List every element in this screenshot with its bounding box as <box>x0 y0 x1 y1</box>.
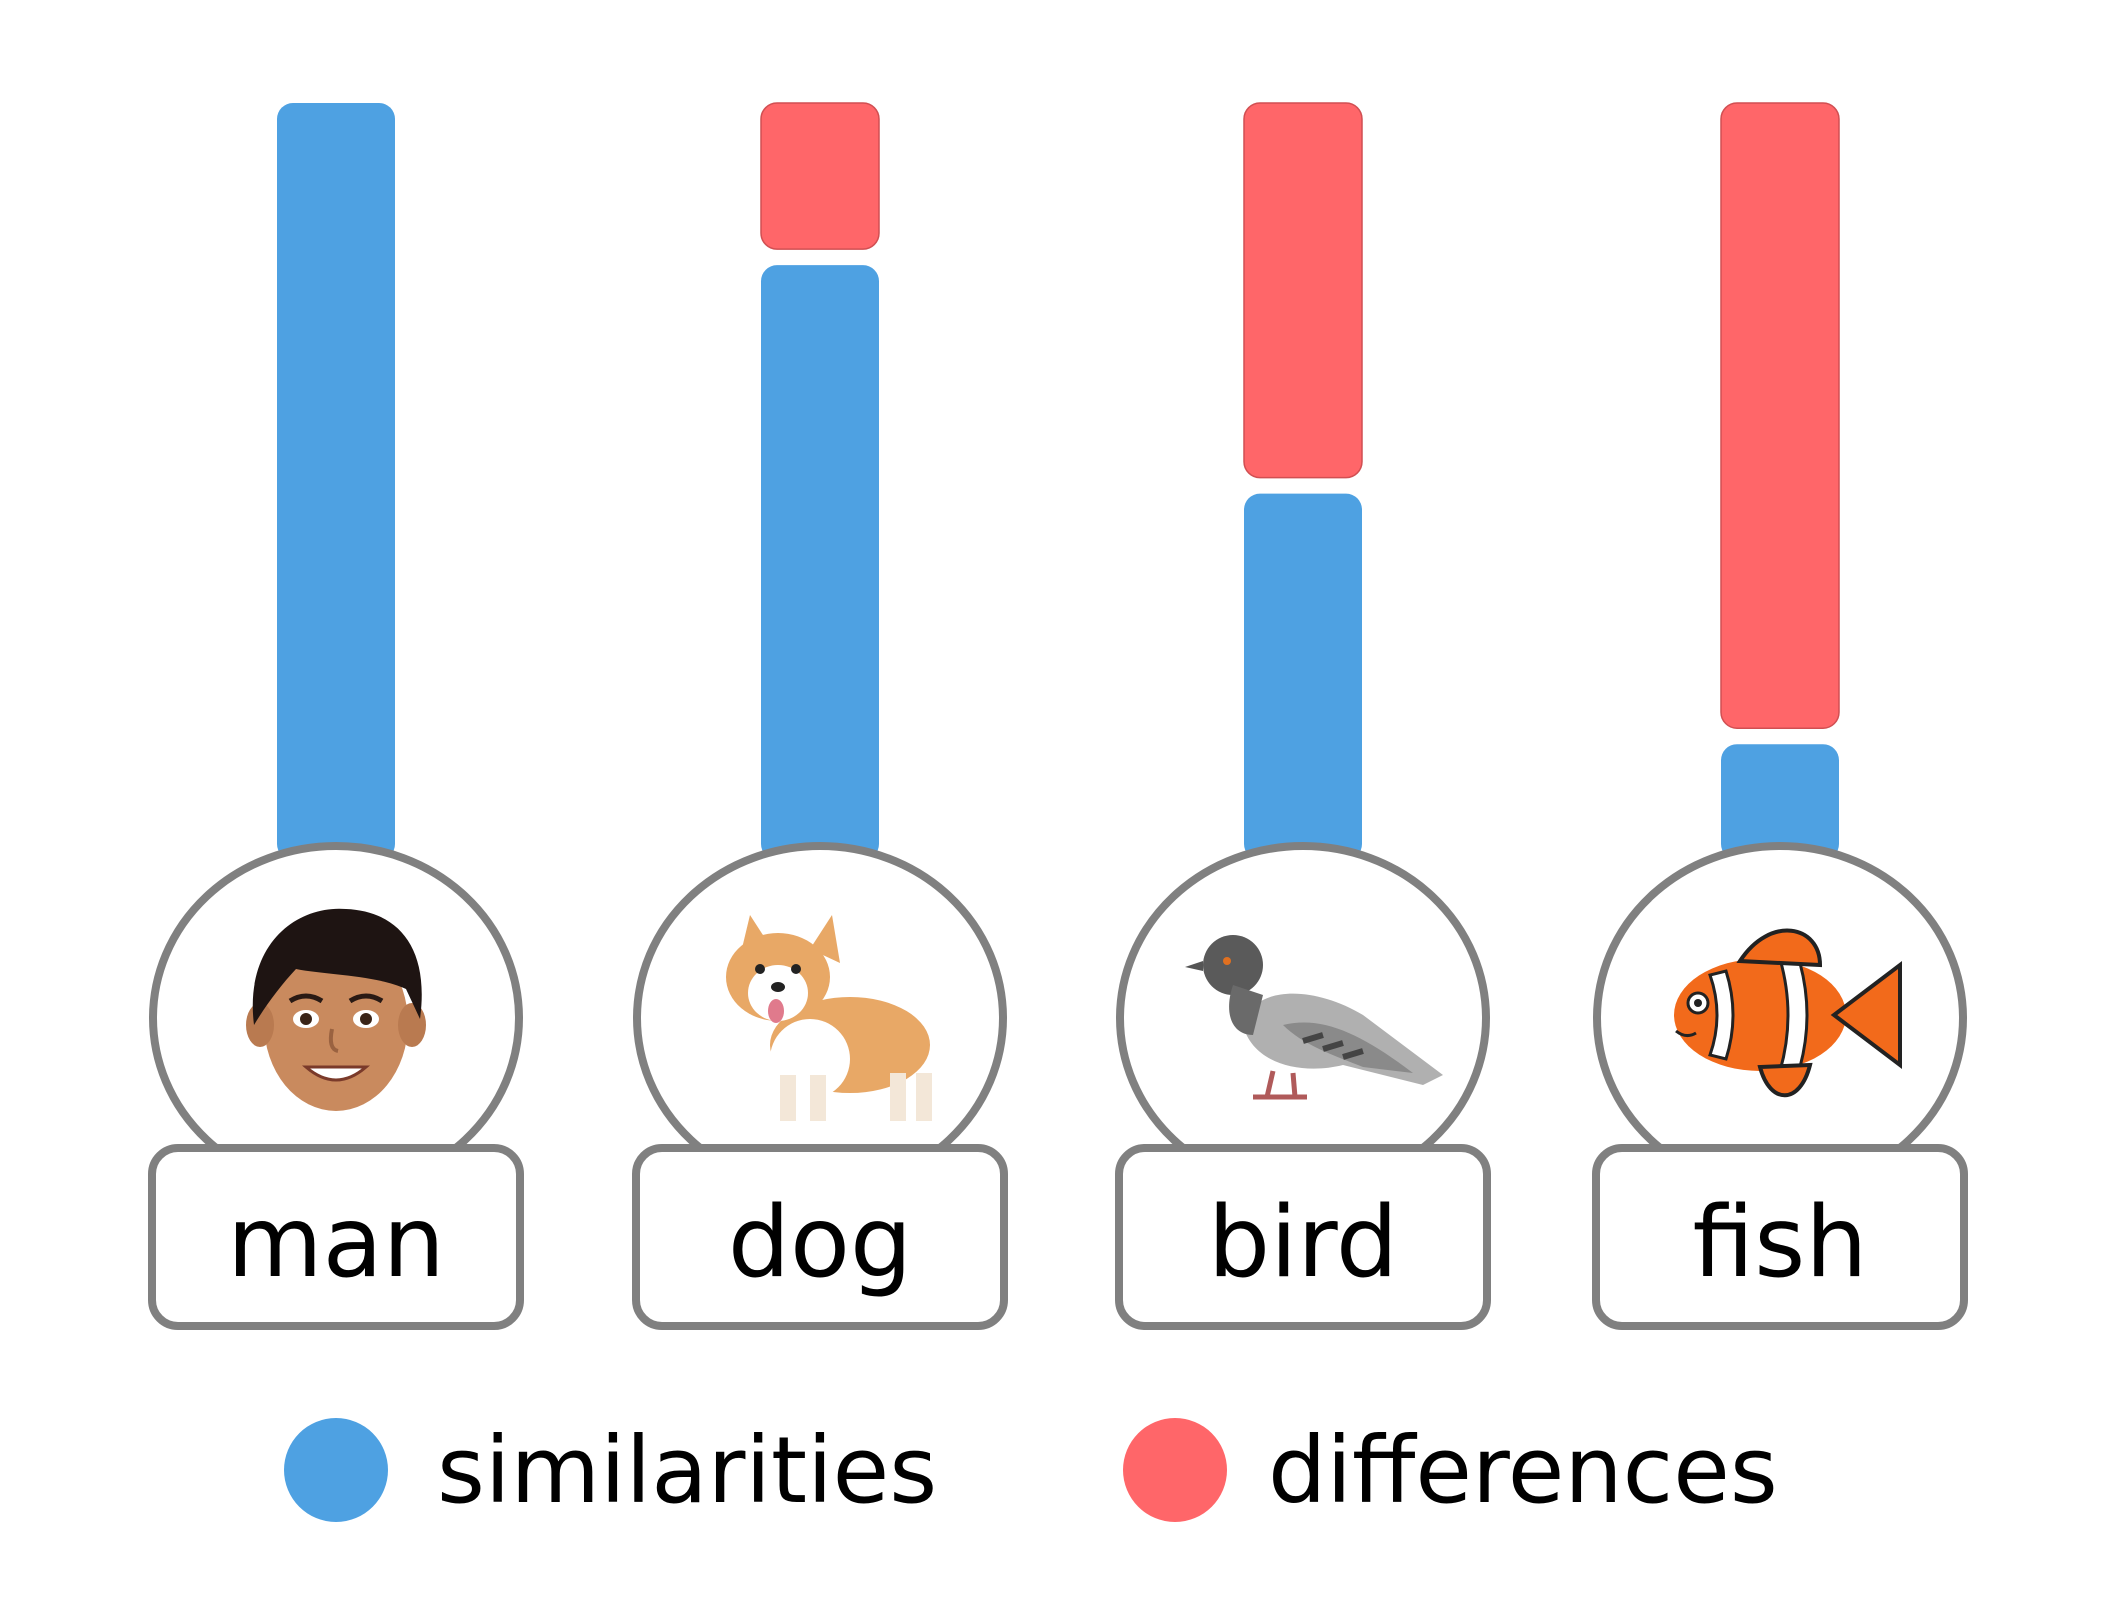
fish-stripe-1 <box>1708 969 1735 1061</box>
bar-similarities-man <box>277 103 395 860</box>
fish-mouth <box>1675 1029 1697 1038</box>
bird-eye <box>1223 957 1231 965</box>
bar-differences-bird <box>1243 102 1363 479</box>
corgi-dog-icon <box>726 915 932 1121</box>
dog-leg-3 <box>890 1073 906 1121</box>
smile <box>301 1065 371 1082</box>
legend-item-similarities: similarities <box>284 1417 937 1524</box>
left-brow <box>288 993 324 1004</box>
dog-tongue <box>768 999 784 1023</box>
fish-pupil <box>1694 999 1702 1007</box>
bird-head <box>1203 935 1263 995</box>
man-face-icon <box>246 908 426 1111</box>
bird-legs <box>1253 1070 1307 1100</box>
category-bubble-fish <box>1593 842 1967 1194</box>
right-ear <box>398 1003 426 1047</box>
tick-label-dog: dog <box>728 1186 912 1300</box>
hair <box>252 908 422 1025</box>
bar-similarities-bird <box>1244 493 1362 860</box>
dog-eye-right <box>791 964 801 974</box>
nose <box>328 1028 339 1053</box>
fish-tail <box>1830 960 1902 1070</box>
dog-eye-left <box>755 964 765 974</box>
category-bubble-bird <box>1116 842 1490 1194</box>
dog-leg-1 <box>780 1075 796 1121</box>
legend-item-differences: differences <box>1123 1417 1778 1524</box>
tick-label-man: man <box>227 1186 445 1300</box>
bird-neck <box>1229 985 1263 1035</box>
label-box-man <box>148 1144 524 1330</box>
category-bubble-dog <box>633 842 1007 1194</box>
bar-differences-fish <box>1720 102 1840 729</box>
legend-swatch-differences <box>1123 1418 1227 1522</box>
fish-body <box>1674 959 1846 1071</box>
bird-beak <box>1185 961 1203 971</box>
legend-swatch-similarities <box>284 1418 388 1522</box>
bar-similarities-fish <box>1721 744 1839 860</box>
legend-label-similarities: similarities <box>437 1417 937 1524</box>
label-box-fish <box>1592 1144 1968 1330</box>
right-brow <box>348 993 384 1004</box>
dog-leg-2 <box>810 1075 826 1121</box>
dog-nose <box>771 982 785 992</box>
tick-label-bird: bird <box>1208 1186 1398 1300</box>
category-bubble-man <box>149 842 523 1194</box>
clownfish-icon <box>1674 928 1902 1098</box>
left-pupil <box>300 1013 312 1025</box>
right-pupil <box>360 1013 372 1025</box>
bar-similarities-dog <box>761 265 879 860</box>
label-box-dog <box>632 1144 1008 1330</box>
pigeon-bird-icon <box>1185 935 1443 1100</box>
dog-leg-4 <box>916 1073 932 1121</box>
tick-label-fish: fish <box>1693 1186 1868 1300</box>
legend-label-differences: differences <box>1268 1417 1778 1524</box>
fish-bottom-fin <box>1757 1062 1813 1098</box>
dog-muzzle <box>748 965 808 1021</box>
wing-bars <box>1302 1032 1364 1060</box>
label-box-bird <box>1115 1144 1491 1330</box>
bar-differences-dog <box>760 102 880 250</box>
fish-dorsal-fin <box>1736 928 1823 968</box>
